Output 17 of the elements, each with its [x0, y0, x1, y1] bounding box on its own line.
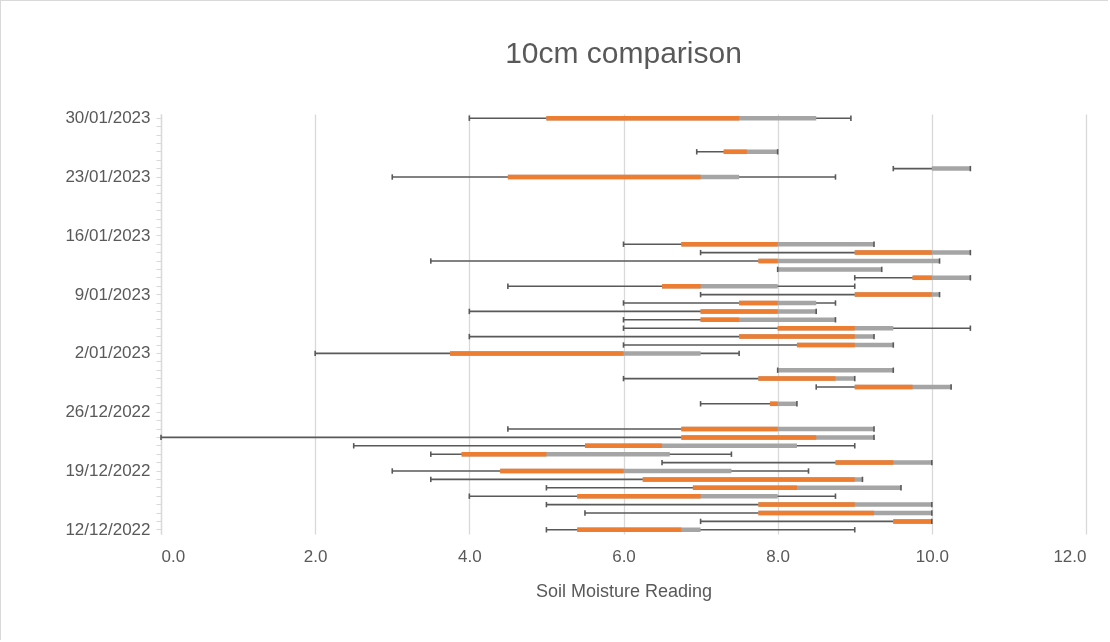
- y-tick-label: 16/01/2023: [65, 225, 151, 245]
- y-tick-label: 23/01/2023: [65, 167, 151, 186]
- y-tick-label: 2/01/2023: [74, 343, 151, 363]
- x-tick-label: 2.0: [303, 546, 328, 566]
- chart-title: 10cm comparison: [505, 35, 742, 69]
- x-tick-label: 8.0: [766, 546, 790, 566]
- x-tick-label: 12.0: [1053, 546, 1087, 566]
- y-tick-label: 19/12/2022: [65, 461, 151, 480]
- y-tick-label: 26/12/2022: [65, 402, 151, 422]
- x-tick-label: 6.0: [612, 546, 636, 566]
- y-tick-label: 9/01/2023: [74, 284, 151, 304]
- y-tick-label: 30/01/2023: [65, 108, 151, 128]
- y-tick-label: 12/12/2022: [65, 519, 151, 539]
- x-tick-label: 10.0: [915, 546, 949, 566]
- x-tick-label: 0.0: [161, 546, 186, 566]
- x-axis-title: Soil Moisture Reading: [535, 580, 713, 601]
- x-tick-label: 4.0: [458, 546, 482, 566]
